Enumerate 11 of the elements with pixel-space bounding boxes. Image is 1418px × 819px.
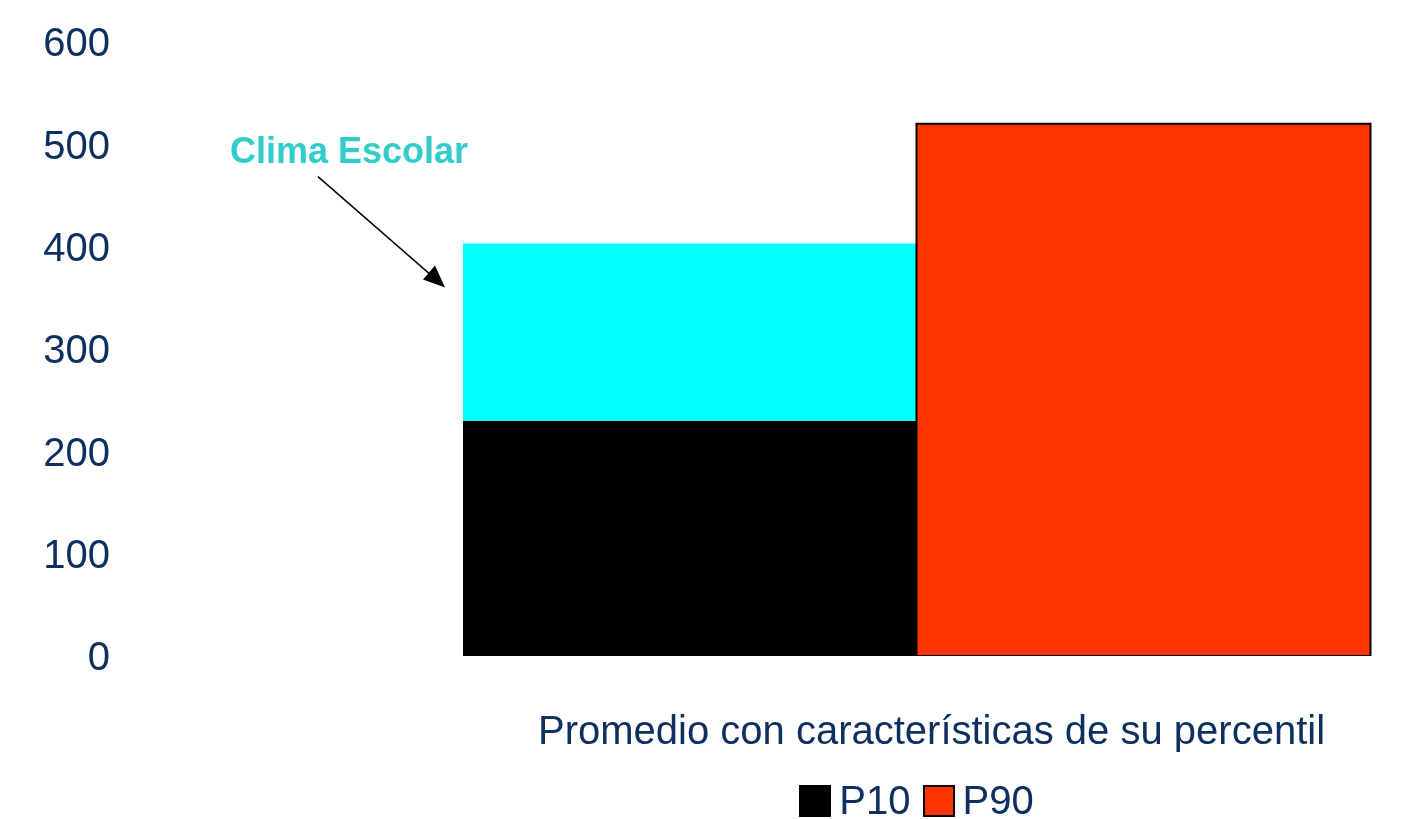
- y-tick-label: 500: [43, 122, 110, 167]
- y-tick-label: 600: [43, 20, 110, 65]
- annotation: Clima Escolar: [230, 129, 469, 171]
- x-axis-title: Promedio con características de su percentil: [537, 708, 1326, 753]
- y-tick-label: 400: [43, 224, 110, 269]
- y-tick-label: 0: [87, 634, 110, 679]
- y-tick-label: 200: [43, 429, 110, 474]
- y-tick-label: 300: [43, 327, 110, 372]
- y-tick-label: 100: [43, 531, 110, 576]
- legend-label: P90: [961, 778, 1034, 819]
- legend-label: P10: [838, 778, 911, 819]
